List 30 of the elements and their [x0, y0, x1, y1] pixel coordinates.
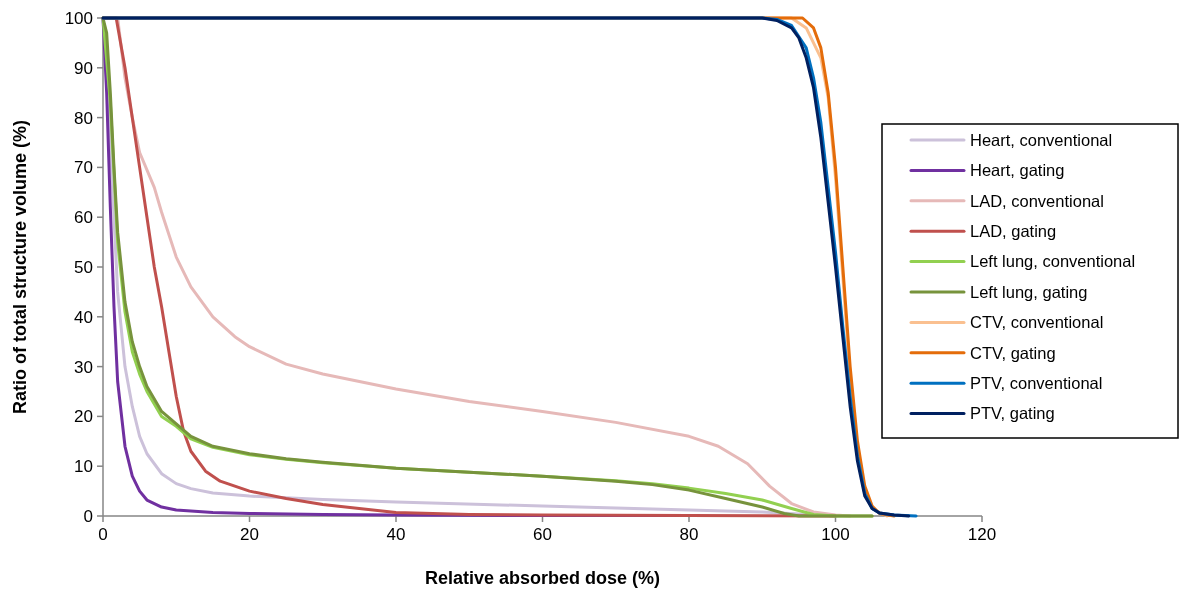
y-tick-label: 40: [74, 307, 93, 327]
x-tick-label: 60: [533, 525, 552, 544]
x-tick-label: 120: [967, 525, 997, 544]
legend-label: Left lung, conventional: [970, 252, 1136, 271]
legend-label: Left lung, gating: [970, 282, 1088, 301]
y-tick-label: 80: [74, 108, 93, 128]
x-tick-label: 80: [679, 525, 699, 544]
x-tick-label: 40: [386, 525, 406, 544]
y-tick-label: 20: [74, 407, 93, 427]
y-tick-label: 10: [74, 457, 93, 477]
legend-label: PTV, gating: [970, 404, 1055, 423]
legend-label: LAD, gating: [970, 221, 1057, 240]
y-tick-label: 100: [64, 8, 93, 28]
y-tick-label: 0: [83, 506, 93, 526]
legend-label: Heart, gating: [970, 161, 1065, 180]
legend-label: LAD, conventional: [970, 191, 1104, 210]
y-tick-label: 50: [74, 257, 93, 277]
y-tick-label: 60: [74, 208, 93, 228]
legend-label: Heart, conventional: [970, 130, 1113, 149]
x-tick-label: 0: [98, 525, 108, 544]
x-axis-title: Relative absorbed dose (%): [424, 568, 661, 588]
legend-label: PTV, conventional: [970, 373, 1103, 392]
y-axis-title: Ratio of total structure volume (%): [10, 119, 30, 415]
legend-label: CTV, conventional: [970, 313, 1104, 332]
y-tick-label: 30: [74, 357, 93, 377]
y-tick-label: 90: [74, 58, 93, 78]
legend-label: CTV, gating: [970, 343, 1056, 362]
y-tick-label: 70: [74, 158, 93, 178]
x-tick-label: 100: [821, 525, 850, 544]
x-tick-label: 20: [240, 525, 259, 544]
